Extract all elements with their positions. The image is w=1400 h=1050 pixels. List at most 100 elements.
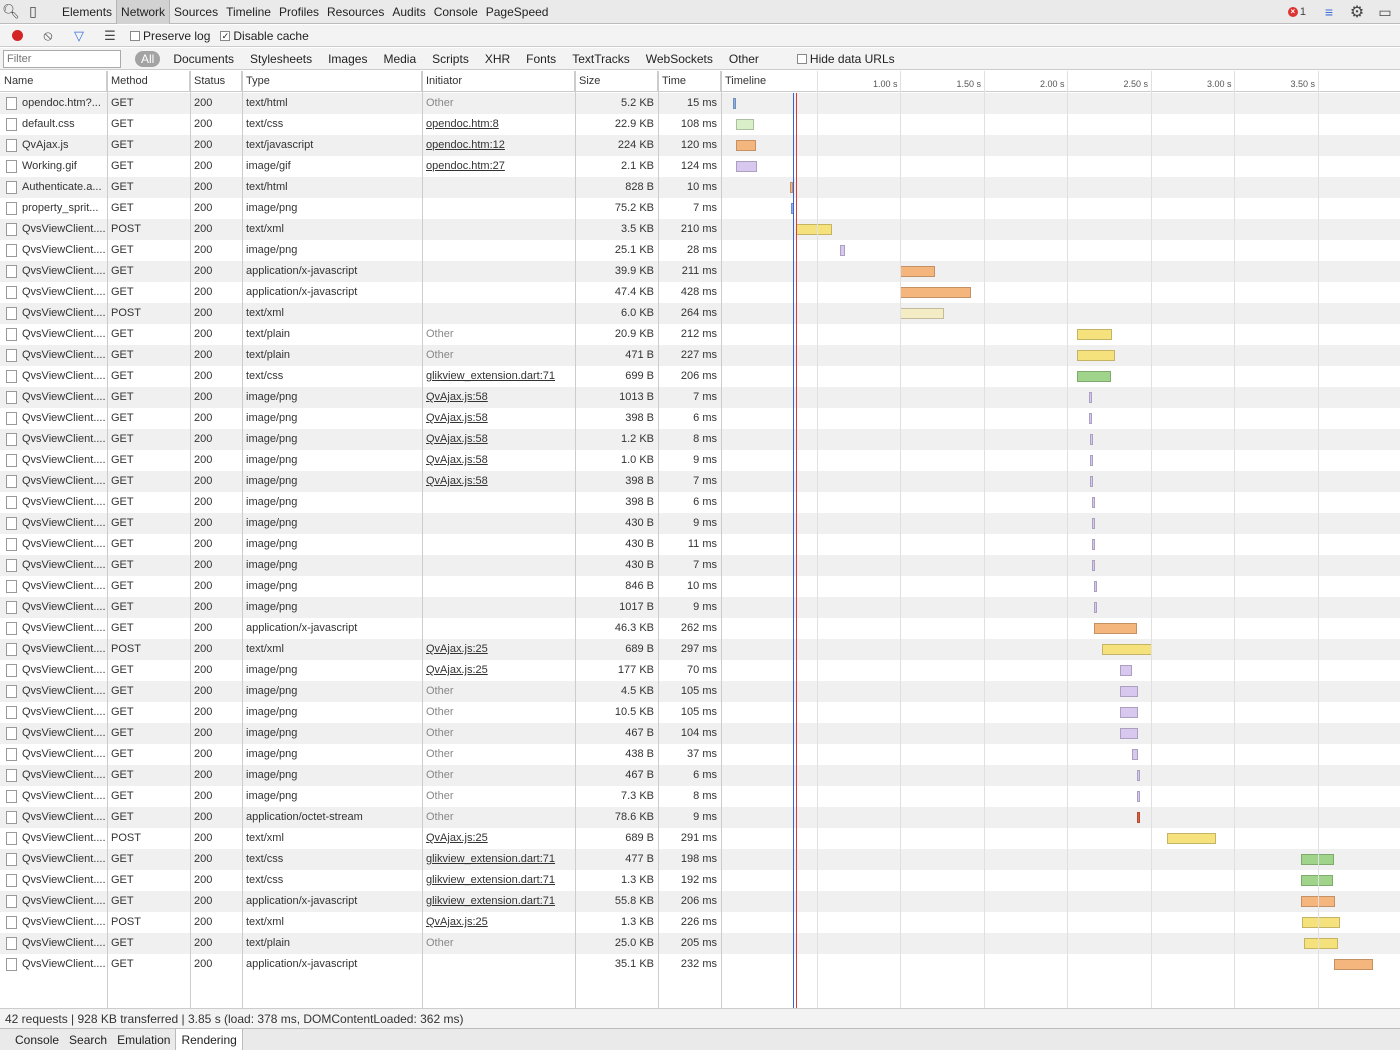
- cell-initiator[interactable]: QvAjax.js:58: [426, 412, 488, 424]
- table-row[interactable]: QvsViewClient.... POST 200 text/xml 6.0 KB 26…: [0, 303, 1400, 324]
- cell-name[interactable]: QvsViewClient....: [22, 538, 106, 550]
- tab-network[interactable]: Network: [116, 0, 171, 24]
- table-row[interactable]: QvsViewClient.... GET 200 image/png Other 4.5…: [0, 681, 1400, 702]
- drawer-tab-console[interactable]: Console: [15, 1032, 60, 1047]
- cell-name[interactable]: default.css: [22, 118, 75, 130]
- cell-initiator[interactable]: [422, 177, 575, 198]
- cell-name[interactable]: QvsViewClient....: [22, 832, 106, 844]
- filter-type-websockets[interactable]: WebSockets: [645, 51, 713, 66]
- cell-name[interactable]: QvsViewClient....: [22, 223, 106, 235]
- cell-name[interactable]: QvsViewClient....: [22, 853, 106, 865]
- cell-name[interactable]: QvsViewClient....: [22, 496, 106, 508]
- table-row[interactable]: property_sprit... GET 200 image/png 75.2 KB 7…: [0, 198, 1400, 219]
- cell-name[interactable]: QvsViewClient....: [22, 769, 106, 781]
- cell-initiator[interactable]: glikview_extension.dart:71: [426, 874, 556, 886]
- table-row[interactable]: QvsViewClient.... GET 200 image/png 430 B 11 …: [0, 534, 1400, 555]
- table-row[interactable]: QvsViewClient.... GET 200 image/png Other 10.…: [0, 702, 1400, 723]
- cell-initiator[interactable]: Other: [426, 349, 454, 361]
- filter-type-stylesheets[interactable]: Stylesheets: [250, 51, 313, 66]
- table-row[interactable]: QvsViewClient.... GET 200 image/png QvAjax.j…: [0, 387, 1400, 408]
- console-drawer-icon[interactable]: ≡: [1324, 4, 1334, 20]
- filter-toggle-button[interactable]: ▽: [68, 26, 90, 46]
- table-row[interactable]: QvsViewClient.... GET 200 image/png QvAjax.j…: [0, 450, 1400, 471]
- cell-initiator[interactable]: opendoc.htm:8: [426, 118, 499, 130]
- table-row[interactable]: QvsViewClient.... GET 200 image/png 25.1 KB 2…: [0, 240, 1400, 261]
- cell-name[interactable]: QvsViewClient....: [22, 328, 106, 340]
- cell-name[interactable]: QvsViewClient....: [22, 349, 106, 361]
- tab-profiles[interactable]: Profiles: [278, 4, 319, 19]
- filter-type-texttracks[interactable]: TextTracks: [572, 51, 630, 66]
- cell-initiator[interactable]: glikview_extension.dart:71: [426, 895, 556, 907]
- filter-type-media[interactable]: Media: [383, 51, 417, 66]
- cell-initiator[interactable]: [422, 492, 575, 513]
- drawer-tab-rendering[interactable]: Rendering: [175, 1028, 243, 1050]
- table-row[interactable]: QvsViewClient.... GET 200 image/png 846 B 10 …: [0, 576, 1400, 597]
- cell-initiator[interactable]: QvAjax.js:25: [426, 643, 488, 655]
- cell-initiator[interactable]: Other: [426, 706, 454, 718]
- cell-name[interactable]: QvsViewClient....: [22, 580, 106, 592]
- cell-initiator[interactable]: QvAjax.js:58: [426, 391, 488, 403]
- column-header-status[interactable]: Status: [190, 71, 242, 92]
- cell-initiator[interactable]: [422, 303, 575, 324]
- cell-initiator[interactable]: Other: [426, 790, 454, 802]
- filter-type-documents[interactable]: Documents: [173, 51, 235, 66]
- dock-icon[interactable]: ▭: [1378, 3, 1392, 20]
- cell-initiator[interactable]: [422, 534, 575, 555]
- cell-name[interactable]: Authenticate.a...: [22, 181, 102, 193]
- cell-name[interactable]: QvsViewClient....: [22, 895, 106, 907]
- table-row[interactable]: QvsViewClient.... GET 200 image/png QvAjax.j…: [0, 471, 1400, 492]
- cell-name[interactable]: QvsViewClient....: [22, 643, 106, 655]
- column-header-time[interactable]: Time: [658, 71, 721, 92]
- hide-data-urls-box[interactable]: [796, 53, 807, 64]
- cell-initiator[interactable]: QvAjax.js:58: [426, 454, 488, 466]
- table-row[interactable]: QvsViewClient.... GET 200 image/png 430 B 7 m…: [0, 555, 1400, 576]
- cell-initiator[interactable]: Other: [426, 748, 454, 760]
- cell-name[interactable]: QvsViewClient....: [22, 475, 106, 487]
- cell-initiator[interactable]: [422, 597, 575, 618]
- cell-initiator[interactable]: Other: [426, 97, 454, 109]
- disable-cache-checkbox[interactable]: ✓ Disable cache: [220, 29, 309, 43]
- disable-cache-box[interactable]: ✓: [220, 30, 231, 41]
- cell-name[interactable]: QvsViewClient....: [22, 790, 106, 802]
- error-counter[interactable]: × 1: [1287, 6, 1306, 18]
- filter-type-fonts[interactable]: Fonts: [526, 51, 557, 66]
- filter-type-images[interactable]: Images: [328, 51, 368, 66]
- device-mode-icon[interactable]: ▯: [29, 3, 37, 19]
- tab-elements[interactable]: Elements: [62, 4, 113, 19]
- table-row[interactable]: QvsViewClient.... GET 200 application/x-jav…: [0, 954, 1400, 975]
- table-row[interactable]: QvsViewClient.... GET 200 image/png 1017 B 9 …: [0, 597, 1400, 618]
- cell-initiator[interactable]: [422, 618, 575, 639]
- cell-initiator[interactable]: [422, 576, 575, 597]
- cell-name[interactable]: QvsViewClient....: [22, 265, 106, 277]
- cell-initiator[interactable]: [422, 282, 575, 303]
- cell-name[interactable]: QvsViewClient....: [22, 559, 106, 571]
- table-row[interactable]: QvsViewClient.... GET 200 image/png Other 438…: [0, 744, 1400, 765]
- cell-name[interactable]: QvsViewClient....: [22, 307, 106, 319]
- view-toggle-button[interactable]: ☰: [99, 26, 121, 46]
- cell-initiator[interactable]: [422, 513, 575, 534]
- cell-initiator[interactable]: QvAjax.js:25: [426, 916, 488, 928]
- table-row[interactable]: QvsViewClient.... GET 200 application/x-jav…: [0, 618, 1400, 639]
- cell-name[interactable]: QvsViewClient....: [22, 601, 106, 613]
- cell-name[interactable]: QvsViewClient....: [22, 916, 106, 928]
- cell-name[interactable]: QvsViewClient....: [22, 685, 106, 697]
- cell-initiator[interactable]: Other: [426, 769, 454, 781]
- cell-initiator[interactable]: QvAjax.js:25: [426, 832, 488, 844]
- column-header-size[interactable]: Size: [575, 71, 658, 92]
- cell-name[interactable]: QvsViewClient....: [22, 412, 106, 424]
- tab-audits[interactable]: Audits: [392, 4, 426, 19]
- cell-name[interactable]: QvAjax.js: [22, 139, 69, 151]
- cell-initiator[interactable]: [422, 261, 575, 282]
- cell-name[interactable]: QvsViewClient....: [22, 874, 106, 886]
- cell-initiator[interactable]: opendoc.htm:27: [426, 160, 505, 172]
- cell-initiator[interactable]: [422, 219, 575, 240]
- cell-name[interactable]: QvsViewClient....: [22, 433, 106, 445]
- table-row[interactable]: QvsViewClient.... GET 200 text/css glikview_…: [0, 366, 1400, 387]
- tab-console[interactable]: Console: [433, 4, 478, 19]
- filter-type-other[interactable]: Other: [728, 51, 759, 66]
- table-row[interactable]: QvsViewClient.... GET 200 text/plain Other 25…: [0, 933, 1400, 954]
- cell-initiator[interactable]: QvAjax.js:25: [426, 664, 488, 676]
- preserve-log-box[interactable]: [130, 30, 140, 41]
- cell-name[interactable]: Working.gif: [22, 160, 77, 172]
- cell-name[interactable]: QvsViewClient....: [22, 286, 106, 298]
